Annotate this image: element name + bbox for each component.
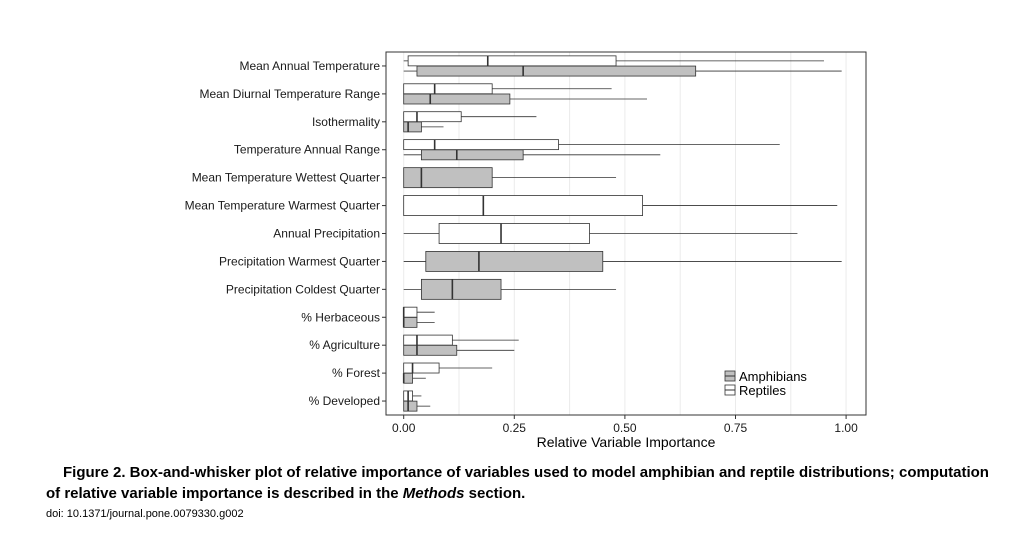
y-tick-label: Precipitation Coldest Quarter (226, 282, 380, 296)
y-tick-label: % Herbaceous (301, 310, 380, 324)
box-amphibians (403, 167, 493, 189)
x-tick-label: 0.00 (392, 421, 416, 435)
box-amphibians (403, 344, 458, 356)
x-axis-title: Relative Variable Importance (537, 434, 716, 450)
box-reptiles (407, 55, 617, 67)
y-tick-label: % Developed (309, 394, 380, 408)
y-tick-label: % Forest (332, 366, 381, 380)
box-reptiles (403, 306, 418, 318)
caption-text-end: section. (464, 485, 526, 502)
box-reptiles (438, 223, 590, 244)
box-amphibians (403, 400, 418, 412)
legend-label-amphibians: Amphibians (739, 369, 807, 384)
box-amphibians (420, 278, 502, 300)
x-tick-label: 1.00 (834, 421, 858, 435)
box-reptiles (403, 111, 462, 123)
legend-label-reptiles: Reptiles (739, 383, 786, 398)
box-reptiles (403, 334, 453, 346)
boxplot-chart: Mean Annual Temperature Mean Diurnal Temp… (185, 51, 867, 450)
box-reptiles (403, 195, 643, 216)
box-amphibians (425, 251, 604, 272)
y-tick-label: Mean Annual Temperature (239, 59, 380, 73)
box-reptiles (403, 83, 493, 95)
y-tick-label: % Agriculture (309, 338, 380, 352)
caption-text: Figure 2. Box-and-whisker plot of relati… (46, 464, 989, 502)
box-amphibians (403, 121, 422, 133)
y-tick-label: Mean Diurnal Temperature Range (199, 87, 380, 101)
doi-label: doi: 10.1371/journal.pone.0079330.g002 (46, 508, 244, 520)
box-amphibians (403, 372, 413, 384)
y-tick-label: Annual Precipitation (273, 227, 380, 241)
caption-emphasis: Methods (402, 485, 465, 502)
box-amphibians (403, 93, 511, 105)
y-tick-label: Mean Temperature Warmest Quarter (185, 199, 380, 213)
y-tick-label: Mean Temperature Wettest Quarter (192, 171, 380, 185)
box-amphibians (420, 149, 524, 161)
box-reptiles (403, 362, 440, 374)
y-tick-label: Precipitation Warmest Quarter (219, 254, 380, 268)
box-amphibians (403, 316, 418, 328)
figure-caption: Figure 2. Box-and-whisker plot of relati… (46, 462, 1006, 504)
x-tick-label: 0.75 (724, 421, 748, 435)
y-tick-label: Temperature Annual Range (234, 143, 380, 157)
box-reptiles (403, 139, 559, 151)
box-amphibians (416, 65, 697, 77)
x-tick-label: 0.50 (613, 421, 637, 435)
y-tick-label: Isothermality (312, 115, 380, 129)
x-tick-label: 0.25 (503, 421, 527, 435)
plot-border (385, 51, 867, 416)
